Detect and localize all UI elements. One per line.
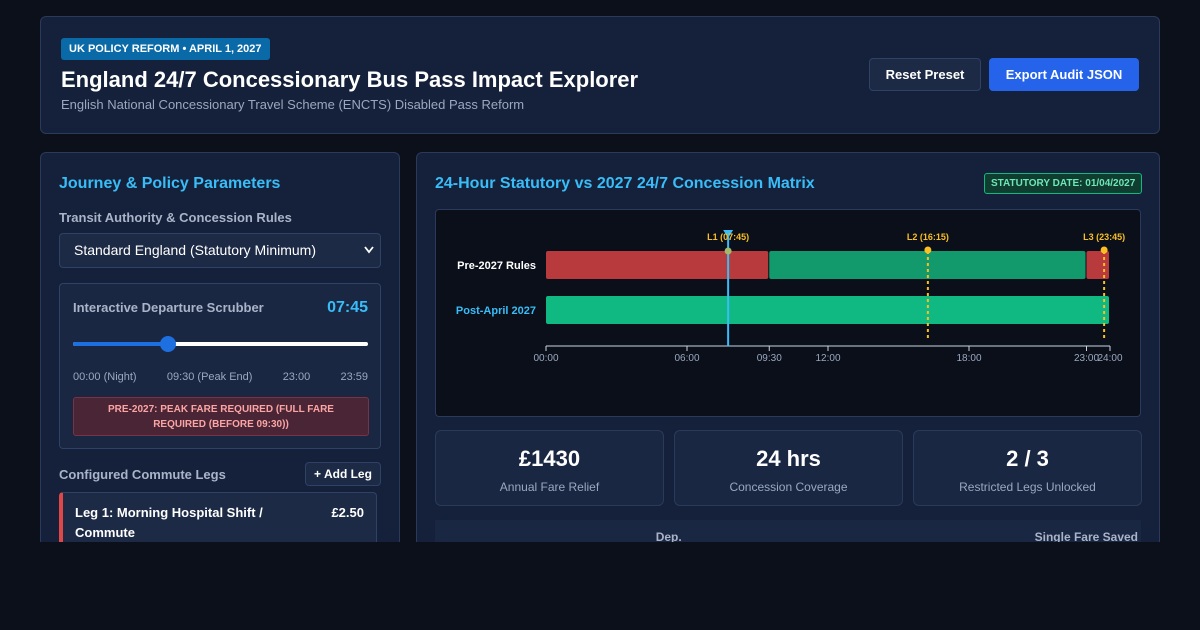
marker-label: L2 (16:15) xyxy=(907,232,949,242)
select-value: Standard England (Statutory Minimum) xyxy=(74,242,316,258)
add-leg-button[interactable]: + Add Leg xyxy=(305,462,381,486)
date-badge: STATUTORY DATE: 01/04/2027 xyxy=(984,173,1143,194)
field-label: Transit Authority & Concession Rules xyxy=(59,210,292,225)
stat-value: 2 / 3 xyxy=(1006,446,1049,471)
timeline: Pre-2027 Rules Post-April 2027 00:00 06:00 0… xyxy=(435,209,1141,417)
tick: 09:30 (Peak End) xyxy=(166,371,253,383)
stat-card: 2 / 3 Restricted Legs Unlocked xyxy=(913,430,1142,506)
th: Single Fare Saved xyxy=(1034,530,1139,542)
stat-value: 24 hrs xyxy=(756,446,821,471)
marker-dot xyxy=(1100,246,1108,254)
scrubber: Interactive Departure Scrubber 07:45 00:… xyxy=(59,283,381,449)
tick-label: 06:00 xyxy=(674,353,699,364)
tick-label: 23:00 xyxy=(1074,353,1099,364)
marker-label: L3 (23:45) xyxy=(1083,232,1125,242)
th: Dep. Time xyxy=(655,530,682,542)
marker-dot xyxy=(724,247,732,255)
chevron xyxy=(364,246,374,254)
th: Trial Commute Leg xyxy=(435,520,644,542)
tick: 00:00 (Night) xyxy=(73,371,137,383)
segment xyxy=(546,251,769,279)
badge: UK POLICY REFORM • APRIL 1, 2027 xyxy=(61,38,270,60)
scrubber-time: 07:45 xyxy=(327,299,368,316)
warning: PRE-2027: PEAK FARE REQUIRED (FULL FARE … xyxy=(73,397,369,436)
th: Post-April 2027 xyxy=(892,520,1031,542)
marker-dot xyxy=(924,246,932,254)
segment xyxy=(546,296,1109,324)
stat-label: Concession Coverage xyxy=(729,480,848,494)
th: Pre-2027 Status xyxy=(694,520,893,542)
reset-button[interactable]: Reset Preset xyxy=(869,58,981,91)
slider-fill xyxy=(73,342,169,346)
slider-track[interactable] xyxy=(73,336,368,352)
header: UK POLICY REFORM • APRIL 1, 2027 England… xyxy=(40,16,1160,134)
title: England 24/7 Concessionary Bus Pass Impa… xyxy=(61,67,639,92)
slider-ticks: 00:00 (Night) 09:30 (Peak End) 23:00 23:59 xyxy=(73,371,368,383)
legs-title: Configured Commute Legs xyxy=(59,467,226,482)
leg-name: Leg 1: Morning Hospital Shift / Commute xyxy=(75,505,263,540)
segment xyxy=(1086,251,1109,279)
tick: 23:59 xyxy=(340,371,368,383)
stat-label: Restricted Legs Unlocked xyxy=(959,480,1096,494)
stat-card: 24 hrs Concession Coverage xyxy=(674,430,903,506)
stat-value: £1430 xyxy=(518,446,581,471)
row-label: Pre-2027 Rules xyxy=(457,260,536,272)
tick-label: 18:00 xyxy=(956,353,981,364)
stat-label: Annual Fare Relief xyxy=(499,480,600,494)
viewport: UK POLICY REFORM • APRIL 1, 2027 England… xyxy=(40,16,1160,542)
scrubber-label: Interactive Departure Scrubber xyxy=(73,300,264,315)
matrix-panel: 24-Hour Statutory vs 2027 24/7 Concessio… xyxy=(416,152,1160,542)
export-button[interactable]: Export Audit JSON xyxy=(989,58,1139,91)
panel-title: 24-Hour Statutory vs 2027 24/7 Concessio… xyxy=(435,175,815,192)
row-label: Post-April 2027 xyxy=(456,305,536,317)
marker-head xyxy=(723,230,734,238)
tick-label: 09:30 xyxy=(757,353,782,364)
marker-label: L1 (07:45) xyxy=(707,232,749,242)
leg-card[interactable]: Leg 1: Morning Hospital Shift / Commute … xyxy=(59,492,377,542)
parameters-panel: Journey & Policy Parameters Transit Auth… xyxy=(40,152,400,542)
tick: 23:00 xyxy=(282,371,311,383)
subtitle: English National Concessionary Travel Sc… xyxy=(61,97,525,112)
stat-card: £1430 Annual Fare Relief xyxy=(435,430,664,506)
tick-label: 00:00 xyxy=(533,353,558,364)
authority-select[interactable]: Standard England (Statutory Minimum) xyxy=(59,233,381,268)
tick-label: 12:00 xyxy=(815,353,840,364)
panel-title: Journey & Policy Parameters xyxy=(59,175,281,192)
slider-thumb[interactable] xyxy=(160,336,177,352)
leg-fare: £2.50 xyxy=(331,505,364,520)
tick-label: 24:00 xyxy=(1097,353,1122,364)
table-header: Trial Commute Leg Dep. Time Pre-2027 Sta… xyxy=(435,520,1141,542)
